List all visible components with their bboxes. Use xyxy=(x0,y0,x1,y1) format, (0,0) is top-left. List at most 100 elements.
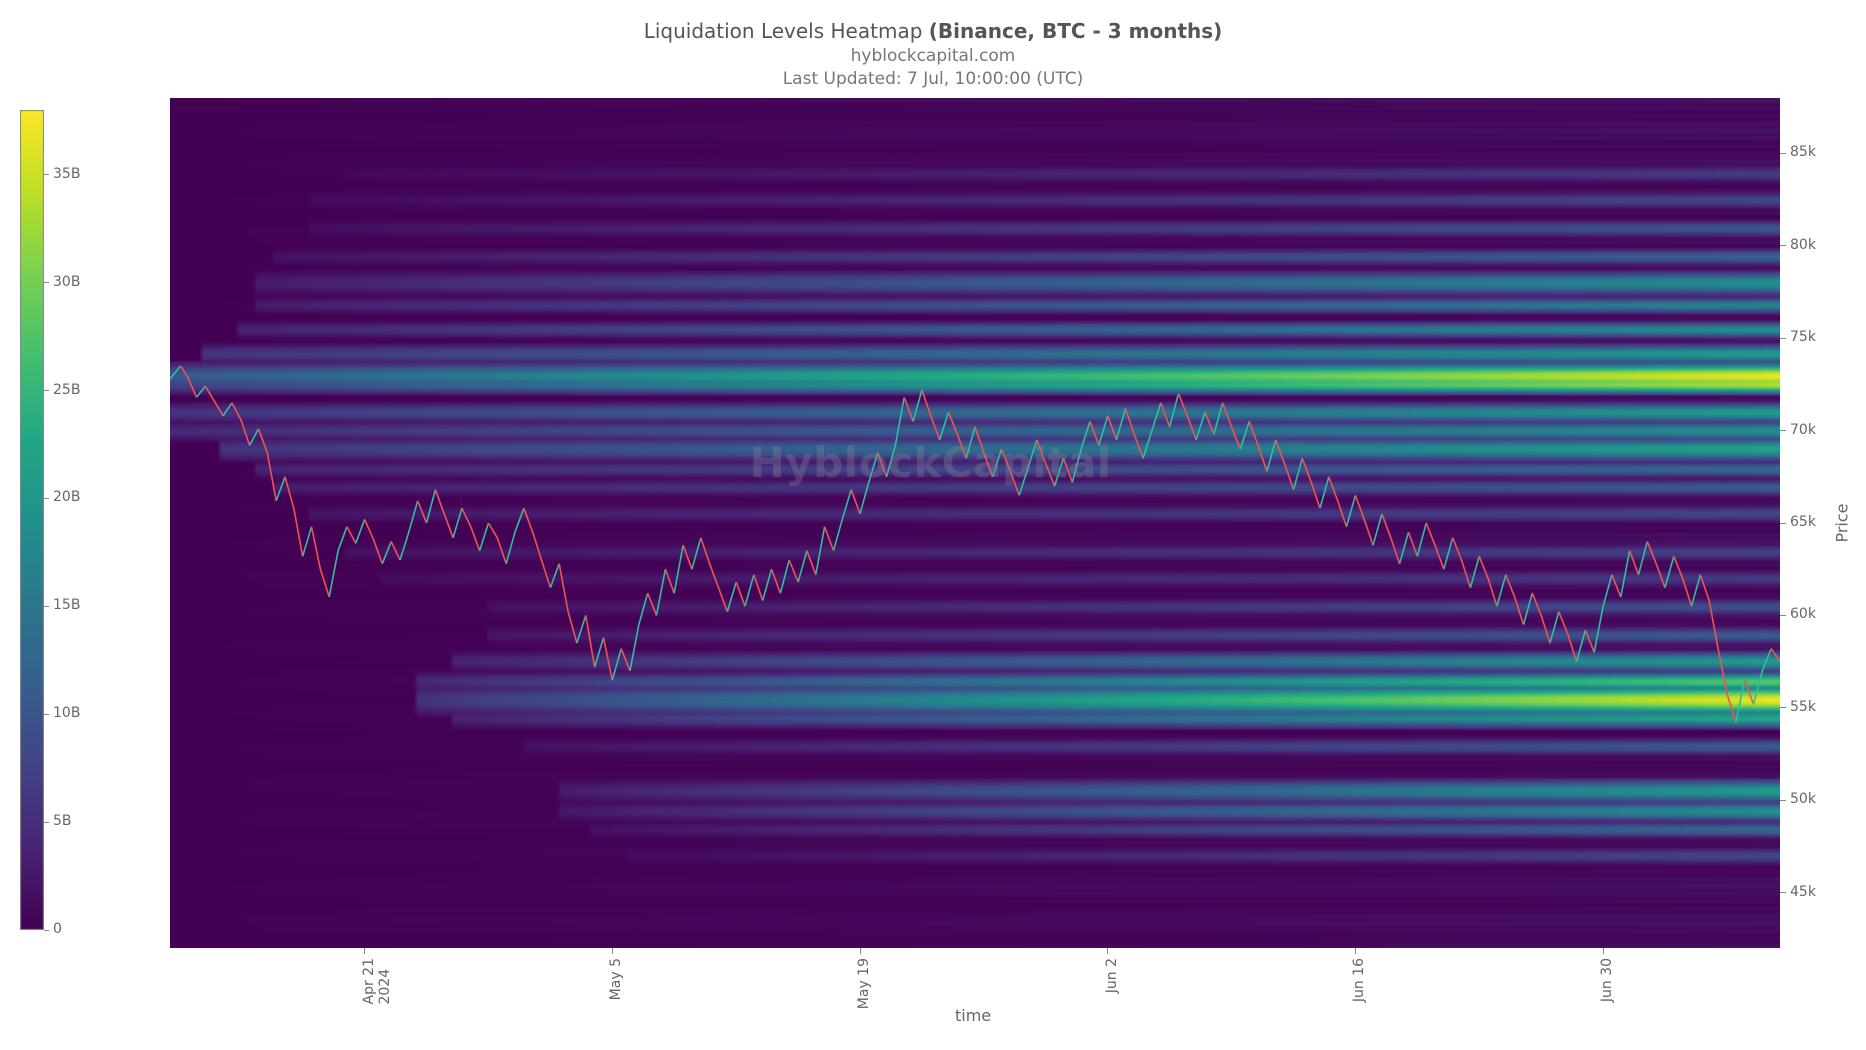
colorbar-tick-mark xyxy=(44,174,49,175)
colorbar-canvas xyxy=(20,110,44,930)
price-segment xyxy=(1771,649,1780,662)
colorbar-tick-mark xyxy=(44,822,49,823)
price-segment xyxy=(621,649,630,671)
price-segment xyxy=(1382,514,1400,564)
price-segment xyxy=(1108,416,1117,440)
y-tick-mark xyxy=(1780,707,1786,708)
price-segment xyxy=(1117,408,1126,439)
price-segment xyxy=(435,490,453,538)
price-segment xyxy=(1214,403,1223,434)
price-segment xyxy=(1621,551,1630,597)
price-segment xyxy=(816,527,825,575)
price-segment xyxy=(1559,612,1577,662)
price-segment xyxy=(181,366,197,397)
x-tick-mark xyxy=(612,948,613,954)
y-tick-label: 85k xyxy=(1790,144,1816,160)
price-segment xyxy=(1055,458,1064,486)
price-segment xyxy=(1161,403,1170,427)
price-segment xyxy=(259,429,277,501)
price-segment xyxy=(1170,394,1179,427)
price-segment xyxy=(1470,556,1479,587)
price-segment xyxy=(197,386,206,397)
price-segment xyxy=(1355,495,1373,545)
price-segment xyxy=(630,593,648,671)
x-tick-mark xyxy=(1107,948,1108,954)
price-segment xyxy=(1179,394,1197,440)
price-segment xyxy=(798,551,807,582)
y-tick-mark xyxy=(1780,892,1786,893)
price-segment xyxy=(1692,575,1701,607)
price-segment xyxy=(1453,538,1471,588)
price-segment xyxy=(1125,408,1143,458)
x-tick-label: Jun 30 xyxy=(1599,958,1615,1002)
price-segment xyxy=(913,390,922,421)
y-tick-label: 45k xyxy=(1790,884,1816,900)
y-tick-label: 70k xyxy=(1790,422,1816,438)
price-segment xyxy=(285,477,303,557)
price-segment xyxy=(860,453,878,514)
title-prefix: Liquidation Levels Heatmap xyxy=(644,19,929,43)
colorbar-tick-mark xyxy=(44,498,49,499)
price-segment xyxy=(657,569,666,615)
price-segment xyxy=(1196,412,1205,440)
price-segment xyxy=(329,527,347,597)
price-segment xyxy=(170,366,181,379)
title-bold: (Binance, BTC - 3 months) xyxy=(929,19,1223,43)
y-tick-mark xyxy=(1780,338,1786,339)
price-segment xyxy=(1754,649,1772,704)
price-segment xyxy=(1409,532,1418,556)
x-tick-label: Jun 16 xyxy=(1351,958,1367,1002)
price-segment xyxy=(250,429,259,446)
price-segment xyxy=(763,569,772,600)
price-segment xyxy=(1205,412,1214,434)
price-segment xyxy=(1630,551,1639,575)
price-segment xyxy=(1294,458,1303,489)
price-segment xyxy=(1249,421,1267,471)
price-segment xyxy=(1665,556,1674,587)
price-segment xyxy=(878,453,887,477)
price-segment xyxy=(1223,403,1241,449)
chart-title: Liquidation Levels Heatmap (Binance, BTC… xyxy=(0,18,1866,45)
price-segment xyxy=(1037,440,1055,486)
colorbar-tick-mark xyxy=(44,606,49,607)
y-tick-mark xyxy=(1780,800,1786,801)
y-axis-label: Price xyxy=(1833,503,1852,542)
price-segment xyxy=(1506,575,1524,625)
price-segment xyxy=(780,560,789,593)
price-segment xyxy=(205,386,223,416)
price-segment xyxy=(1524,593,1533,624)
price-segment xyxy=(1276,440,1294,490)
price-segment xyxy=(1497,575,1506,607)
price-segment xyxy=(524,508,551,588)
colorbar-tick-label: 30B xyxy=(53,274,80,290)
price-segment xyxy=(1143,403,1161,458)
y-tick-mark xyxy=(1780,245,1786,246)
price-segment xyxy=(949,412,967,458)
price-segment xyxy=(736,582,745,606)
price-segment xyxy=(276,477,285,501)
price-segment xyxy=(1329,477,1347,527)
price-segment xyxy=(807,551,816,575)
y-tick-label: 65k xyxy=(1790,514,1816,530)
price-segment xyxy=(391,542,400,561)
price-segment xyxy=(727,582,736,612)
price-segment xyxy=(834,490,852,551)
price-segment xyxy=(1647,542,1665,588)
price-segment xyxy=(559,564,577,643)
price-segment xyxy=(506,508,524,564)
price-segment xyxy=(462,508,480,551)
price-segment xyxy=(1240,421,1249,449)
price-segment xyxy=(1745,680,1754,704)
y-tick-mark xyxy=(1780,430,1786,431)
chart-subtitle-2: Last Updated: 7 Jul, 10:00:00 (UTC) xyxy=(0,68,1866,91)
price-segment xyxy=(577,615,586,643)
x-tick-label: Jun 2 xyxy=(1104,958,1120,993)
price-segment xyxy=(1444,538,1453,569)
x-axis-label: time xyxy=(955,1006,991,1025)
price-segment xyxy=(1426,523,1444,569)
price-segment xyxy=(550,564,559,588)
price-segment xyxy=(347,527,356,544)
y-tick-mark xyxy=(1780,523,1786,524)
price-segment xyxy=(418,501,427,523)
figure: Liquidation Levels Heatmap (Binance, BTC… xyxy=(0,0,1866,1050)
